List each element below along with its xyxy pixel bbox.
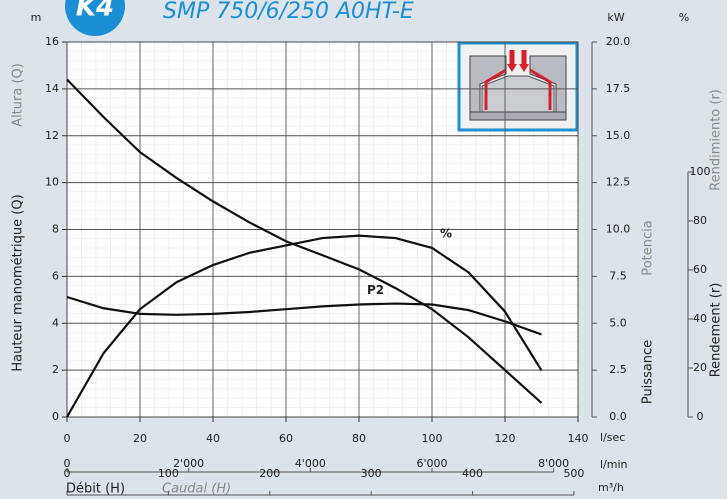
y2-tick-label: 10.0 [606,223,631,236]
x-tick-label: 120 [495,432,516,445]
x2-tick-label: 2'000 [173,457,204,470]
x3-unit: m³/h [598,481,624,494]
y-tick-label: 16 [45,35,59,48]
x2-tick-label: 0 [64,457,71,470]
y2-tick-label: 15.0 [606,129,631,142]
x2-tick-label: 8'000 [538,457,569,470]
y-tick-label: 0 [52,410,59,423]
y2-tick-label: 0.0 [609,410,627,423]
curve [66,234,543,418]
y-tick-label: 2 [52,363,59,376]
badge [65,0,125,36]
curve [66,295,542,336]
x-tick-label: 100 [422,432,443,445]
y-tick-label: 10 [45,176,59,189]
pump-inset [457,41,579,132]
y3-label-alt: Rendimiento (r) [709,89,724,191]
y3-tick-label: 40 [693,312,707,325]
x-tick-label: 20 [133,432,147,445]
y-tick-label: 14 [45,82,59,95]
y2-unit: kW [607,11,624,24]
x3-tick-label: 100 [158,467,179,480]
y2-label: Puissance [641,340,656,404]
y2-tick-label: 5.0 [609,316,627,329]
curve-label: P2 [367,283,384,297]
y-tick-label: 12 [45,129,59,142]
x-tick-label: 0 [64,432,71,445]
y2-tick-label: 7.5 [609,269,627,282]
x3-tick-label: 200 [259,467,280,480]
y2-tick-label: 2.5 [609,363,627,376]
plot-frame [66,41,579,418]
y-tick-label: 8 [52,223,59,236]
x3-tick-label: 300 [361,467,382,480]
x-tick-label: 140 [568,432,589,445]
curve-label: % [440,226,452,240]
curve [66,78,543,404]
x-label: Débit (H) [66,482,125,497]
y2-tick-label: 20.0 [606,35,631,48]
x3-tick-label: 400 [462,467,483,480]
x2-tick-label: 6'000 [416,457,447,470]
y3-tick-label: 20 [693,361,707,374]
chart-title: SMP 750/6/250 A0HT-E [163,0,414,24]
y-label-alt: Altura (Q) [11,63,26,127]
y3-label: Rendement (r) [709,283,724,378]
y-tick-label: 4 [52,316,59,329]
x2-unit: l/min [600,458,628,471]
x3-tick-label: 0 [64,467,71,480]
y3-tick-label: 60 [693,263,707,276]
y2-label-alt: Potencia [641,220,656,275]
y3-tick-label: 0 [697,410,704,423]
x-label-alt: Caudal (H) [162,482,231,497]
x2-tick-label: 4'000 [295,457,326,470]
y2-tick-label: 12.5 [606,176,631,189]
y-unit: m [31,11,42,24]
y3-tick-label: 100 [690,165,711,178]
badge-text: K4 [76,0,114,23]
y-label: Hauteur manométrique (Q) [11,194,26,371]
x-tick-label: 40 [206,432,220,445]
x-tick-label: 60 [279,432,293,445]
x3-tick-label: 500 [563,467,584,480]
x-tick-label: 80 [352,432,366,445]
y-tick-label: 6 [52,269,59,282]
y3-unit: % [679,11,689,24]
x-unit: l/sec [600,431,625,444]
y3-tick-label: 80 [693,214,707,227]
y2-tick-label: 17.5 [606,82,631,95]
